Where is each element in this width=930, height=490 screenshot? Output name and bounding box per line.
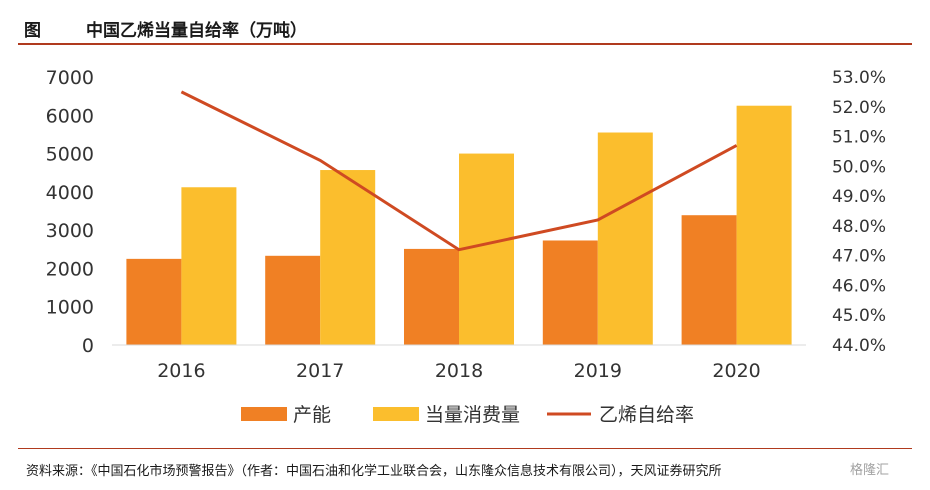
bar-consumption bbox=[597, 132, 653, 345]
category-label: 2017 bbox=[296, 360, 344, 382]
left-axis: 0 1000 2000 3000 4000 5000 6000 7000 bbox=[46, 67, 94, 357]
left-tick-label: 2000 bbox=[46, 258, 94, 280]
left-tick-label: 0 bbox=[82, 335, 94, 357]
right-tick-label: 46.0% bbox=[832, 276, 886, 296]
bar-capacity bbox=[265, 255, 321, 345]
figure-header: 图 中国乙烯当量自给率（万吨） bbox=[0, 0, 930, 44]
category-label: 2018 bbox=[435, 360, 483, 382]
legend-swatch bbox=[241, 407, 287, 421]
right-tick-label: 49.0% bbox=[832, 187, 886, 207]
right-tick-label: 50.0% bbox=[832, 157, 886, 177]
bar-consumption bbox=[459, 153, 514, 345]
left-tick-label: 4000 bbox=[46, 182, 94, 204]
figure-label: 图 bbox=[24, 21, 41, 41]
left-tick-label: 1000 bbox=[46, 297, 94, 319]
bar-capacity bbox=[681, 215, 737, 345]
bar-capacity bbox=[404, 248, 459, 345]
category-label: 2016 bbox=[157, 360, 205, 382]
right-tick-label: 51.0% bbox=[832, 128, 886, 148]
category-label: 2020 bbox=[712, 360, 760, 382]
right-tick-label: 45.0% bbox=[832, 306, 886, 326]
legend-label: 当量消费量 bbox=[425, 404, 520, 426]
bar-capacity bbox=[126, 258, 182, 345]
left-tick-label: 3000 bbox=[46, 220, 94, 242]
right-tick-label: 52.0% bbox=[832, 98, 886, 118]
source-note: 资料来源：《中国石化市场预警报告》（作者：中国石油和化学工业联合会，山东隆众信息… bbox=[26, 464, 722, 479]
watermark: 格隆汇 bbox=[850, 463, 890, 478]
chart-title: 中国乙烯当量自给率（万吨） bbox=[86, 21, 307, 41]
legend: 产能 当量消费量 乙烯自给率 bbox=[241, 404, 694, 426]
chart: 0 1000 2000 3000 4000 5000 6000 7000 44.0% 45.0%… bbox=[46, 67, 886, 426]
category-label: 2019 bbox=[574, 360, 622, 382]
left-tick-label: 6000 bbox=[46, 105, 94, 127]
left-tick-label: 7000 bbox=[46, 67, 94, 89]
bars bbox=[126, 105, 792, 345]
right-tick-label: 47.0% bbox=[832, 247, 886, 267]
bar-consumption bbox=[736, 105, 792, 345]
bar-capacity bbox=[542, 240, 598, 345]
bar-consumption bbox=[181, 187, 237, 345]
top-rule bbox=[18, 43, 912, 45]
right-axis: 44.0% 45.0% 46.0% 47.0% 48.0% 49.0% 50.0% 51.0%… bbox=[832, 68, 886, 356]
right-tick-label: 48.0% bbox=[832, 217, 886, 237]
category-labels: 2016 2017 2018 2019 2020 bbox=[157, 360, 761, 382]
legend-label: 产能 bbox=[293, 404, 331, 426]
series-line-self-sufficiency bbox=[180, 90, 738, 252]
legend-swatch bbox=[373, 407, 419, 421]
right-tick-label: 53.0% bbox=[832, 68, 886, 88]
left-tick-label: 5000 bbox=[46, 144, 94, 166]
bottom-rule bbox=[18, 448, 912, 449]
bar-consumption bbox=[320, 170, 376, 345]
right-tick-label: 44.0% bbox=[832, 336, 886, 356]
legend-label: 乙烯自给率 bbox=[599, 404, 694, 426]
